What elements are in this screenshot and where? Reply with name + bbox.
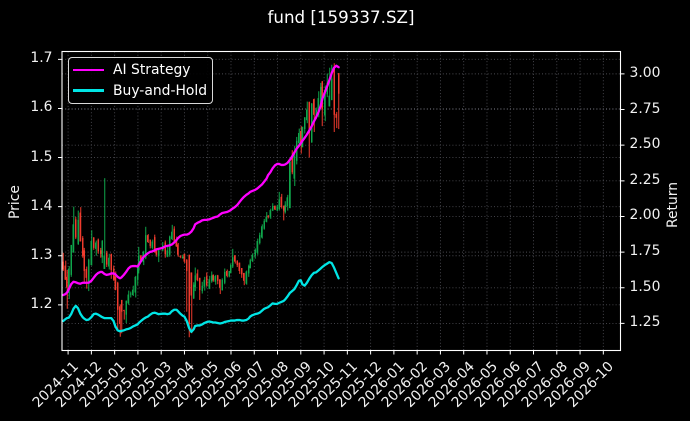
price-tick-label: 1.2 <box>30 295 53 312</box>
return-tick-label: 1.75 <box>629 243 661 260</box>
legend-item-ai-strategy: AI Strategy <box>69 60 212 81</box>
left-axis-label: Price <box>7 185 23 219</box>
price-tick-label: 1.6 <box>30 99 53 116</box>
legend-label-ai-strategy: AI Strategy <box>113 62 191 78</box>
return-tick-label: 2.25 <box>629 171 661 188</box>
legend-label-buy-and-hold: Buy-and-Hold <box>113 82 208 99</box>
return-tick-label: 2.50 <box>629 136 661 153</box>
ai-strategy-line-swatch <box>73 68 104 72</box>
legend-item-buy-and-hold: Buy-and-Hold <box>69 80 212 101</box>
return-tick-label: 2.75 <box>629 100 661 117</box>
return-tick-label: 3.00 <box>629 64 661 81</box>
price-tick-label: 1.3 <box>30 246 53 263</box>
return-tick-label: 2.00 <box>629 207 661 224</box>
return-tick-label: 1.25 <box>629 314 661 331</box>
buy-and-hold-line-swatch <box>73 89 104 92</box>
chart-title: fund [159337.SZ] <box>267 7 415 27</box>
price-tick-label: 1.4 <box>30 197 53 214</box>
right-axis-label: Return <box>665 181 681 229</box>
price-tick-label: 1.5 <box>30 148 53 165</box>
legend: AI Strategy Buy-and-Hold <box>68 57 213 104</box>
price-tick-label: 1.7 <box>30 50 53 67</box>
return-tick-label: 1.50 <box>629 278 661 295</box>
